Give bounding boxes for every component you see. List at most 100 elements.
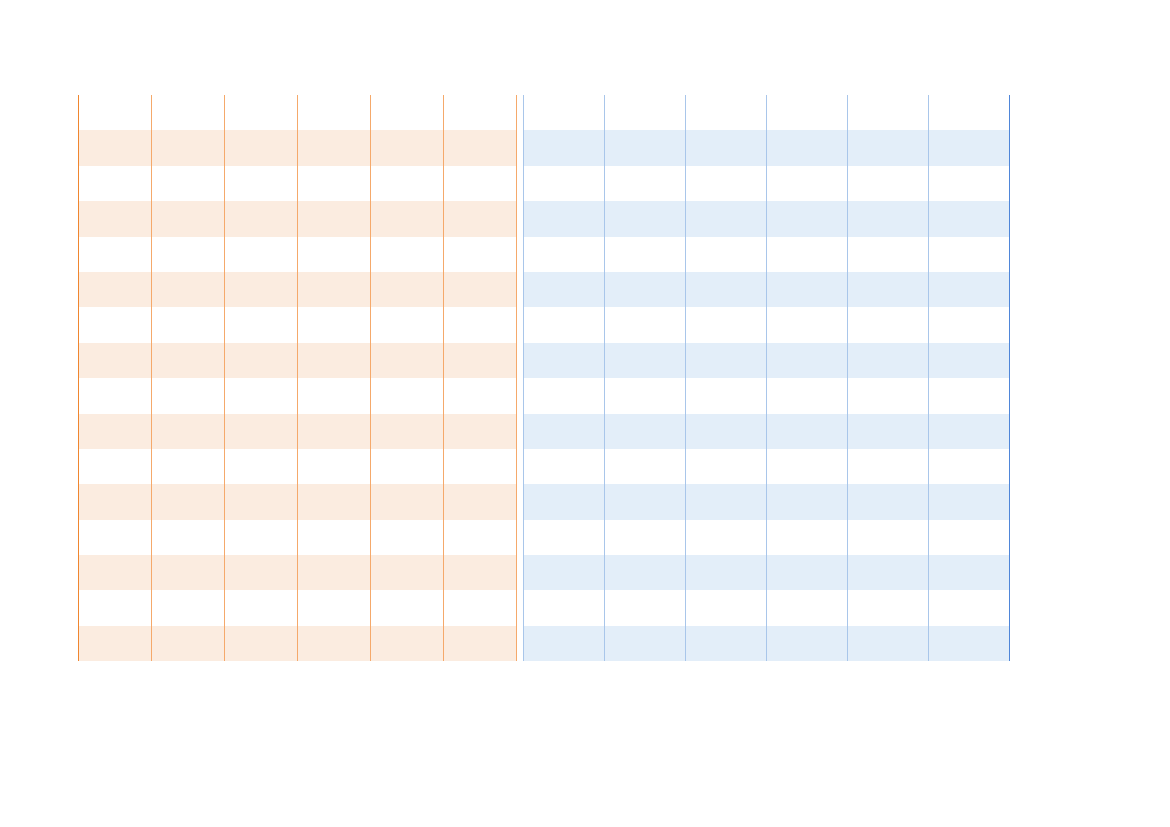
table-cell[interactable] xyxy=(848,307,929,342)
table-cell[interactable] xyxy=(225,166,298,201)
table-cell[interactable] xyxy=(848,343,929,378)
table-cell[interactable] xyxy=(605,378,686,413)
table-cell[interactable] xyxy=(929,590,1010,625)
table-cell[interactable] xyxy=(371,272,444,307)
table-cell[interactable] xyxy=(444,626,517,661)
table-cell[interactable] xyxy=(444,449,517,484)
table-cell[interactable] xyxy=(767,626,848,661)
table-cell[interactable] xyxy=(605,272,686,307)
table-cell[interactable] xyxy=(298,484,371,519)
table-cell[interactable] xyxy=(444,343,517,378)
table-cell[interactable] xyxy=(371,555,444,590)
table-cell[interactable] xyxy=(767,555,848,590)
table-cell[interactable] xyxy=(79,343,152,378)
table-cell[interactable] xyxy=(298,237,371,272)
table-cell[interactable] xyxy=(444,272,517,307)
table-cell[interactable] xyxy=(79,555,152,590)
table-cell[interactable] xyxy=(605,307,686,342)
table-cell[interactable] xyxy=(848,555,929,590)
table-cell[interactable] xyxy=(524,626,605,661)
table-cell[interactable] xyxy=(444,130,517,165)
table-cell[interactable] xyxy=(298,414,371,449)
table-cell[interactable] xyxy=(524,237,605,272)
table-cell[interactable] xyxy=(767,130,848,165)
table-cell[interactable] xyxy=(298,272,371,307)
table-cell[interactable] xyxy=(524,130,605,165)
table-cell[interactable] xyxy=(767,272,848,307)
table-cell[interactable] xyxy=(524,520,605,555)
table-cell[interactable] xyxy=(686,484,767,519)
table-cell[interactable] xyxy=(79,590,152,625)
table-cell[interactable] xyxy=(371,343,444,378)
table-cell[interactable] xyxy=(686,449,767,484)
table-cell[interactable] xyxy=(371,484,444,519)
table-cell[interactable] xyxy=(79,626,152,661)
table-cell[interactable] xyxy=(686,272,767,307)
table-cell[interactable] xyxy=(444,484,517,519)
table-cell[interactable] xyxy=(225,555,298,590)
table-cell[interactable] xyxy=(767,378,848,413)
table-cell[interactable] xyxy=(605,414,686,449)
table-cell[interactable] xyxy=(79,201,152,236)
table-cell[interactable] xyxy=(929,307,1010,342)
table-cell[interactable] xyxy=(298,378,371,413)
table-cell[interactable] xyxy=(929,378,1010,413)
table-cell[interactable] xyxy=(767,166,848,201)
table-cell[interactable] xyxy=(686,555,767,590)
table-cell[interactable] xyxy=(152,166,225,201)
table-cell[interactable] xyxy=(298,555,371,590)
table-cell[interactable] xyxy=(605,626,686,661)
table-cell[interactable] xyxy=(444,590,517,625)
table-cell[interactable] xyxy=(444,520,517,555)
table-cell[interactable] xyxy=(848,484,929,519)
table-cell[interactable] xyxy=(444,414,517,449)
table-cell[interactable] xyxy=(848,272,929,307)
table-cell[interactable] xyxy=(524,555,605,590)
table-cell[interactable] xyxy=(152,449,225,484)
table-cell[interactable] xyxy=(444,201,517,236)
table-cell[interactable] xyxy=(79,237,152,272)
table-cell[interactable] xyxy=(371,626,444,661)
table-cell[interactable] xyxy=(152,307,225,342)
table-cell[interactable] xyxy=(152,414,225,449)
table-cell[interactable] xyxy=(524,449,605,484)
table-cell[interactable] xyxy=(225,626,298,661)
table-cell[interactable] xyxy=(686,378,767,413)
table-cell[interactable] xyxy=(444,166,517,201)
table-cell[interactable] xyxy=(79,414,152,449)
table-cell[interactable] xyxy=(371,166,444,201)
table-cell[interactable] xyxy=(929,237,1010,272)
table-cell[interactable] xyxy=(767,484,848,519)
table-cell[interactable] xyxy=(767,201,848,236)
table-cell[interactable] xyxy=(152,484,225,519)
table-cell[interactable] xyxy=(298,520,371,555)
table-cell[interactable] xyxy=(371,130,444,165)
table-cell[interactable] xyxy=(686,307,767,342)
table-cell[interactable] xyxy=(79,130,152,165)
table-cell[interactable] xyxy=(225,130,298,165)
table-cell[interactable] xyxy=(767,237,848,272)
table-cell[interactable] xyxy=(524,343,605,378)
table-cell[interactable] xyxy=(767,414,848,449)
table-cell[interactable] xyxy=(929,520,1010,555)
table-cell[interactable] xyxy=(524,272,605,307)
table-cell[interactable] xyxy=(605,166,686,201)
table-cell[interactable] xyxy=(298,590,371,625)
table-cell[interactable] xyxy=(686,520,767,555)
table-cell[interactable] xyxy=(152,626,225,661)
table-cell[interactable] xyxy=(225,449,298,484)
table-cell[interactable] xyxy=(371,590,444,625)
table-cell[interactable] xyxy=(929,484,1010,519)
table-cell[interactable] xyxy=(225,343,298,378)
table-cell[interactable] xyxy=(444,307,517,342)
table-cell[interactable] xyxy=(524,414,605,449)
table-cell[interactable] xyxy=(524,378,605,413)
table-cell[interactable] xyxy=(225,237,298,272)
table-cell[interactable] xyxy=(605,237,686,272)
table-cell[interactable] xyxy=(298,201,371,236)
table-cell[interactable] xyxy=(767,590,848,625)
table-cell[interactable] xyxy=(848,378,929,413)
table-cell[interactable] xyxy=(524,484,605,519)
table-cell[interactable] xyxy=(152,130,225,165)
table-cell[interactable] xyxy=(298,626,371,661)
